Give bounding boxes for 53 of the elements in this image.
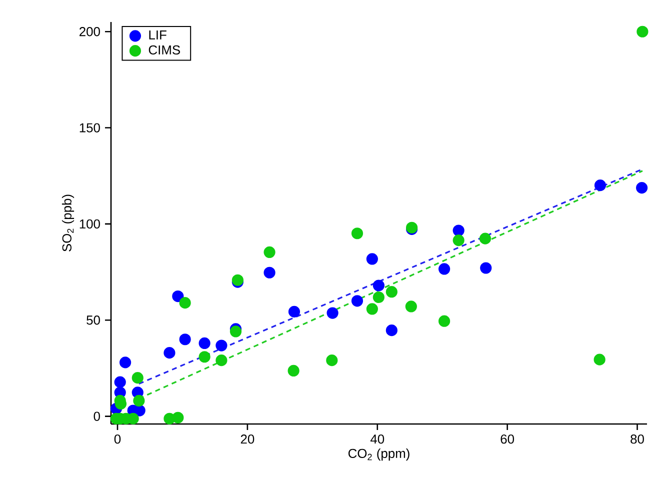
point — [172, 290, 184, 302]
x-tick-label: 0 — [114, 434, 121, 444]
y-tick-label: 150 — [80, 123, 100, 132]
point — [179, 297, 191, 309]
y-tick-label: 100 — [80, 219, 100, 229]
x-tick-label: 60 — [500, 434, 514, 444]
point — [164, 347, 176, 359]
x-axis-title: CO$_{2}$ (ppm) — [348, 448, 410, 461]
point — [366, 253, 378, 265]
point — [594, 354, 606, 366]
point — [452, 224, 464, 236]
point — [636, 26, 648, 38]
point — [288, 306, 300, 318]
point — [114, 376, 126, 388]
point — [594, 179, 606, 192]
point — [326, 307, 338, 319]
point — [480, 262, 492, 274]
x-tick-label: 20 — [240, 434, 254, 444]
point — [438, 263, 450, 275]
y-tick-label: 200 — [80, 27, 100, 36]
point — [132, 372, 144, 384]
point — [479, 232, 492, 244]
x-tick-label: 80 — [630, 434, 644, 444]
point — [326, 354, 338, 366]
point — [230, 326, 242, 338]
x-tick-label: 40 — [370, 434, 384, 444]
point — [288, 364, 300, 377]
point — [438, 315, 450, 327]
point — [452, 234, 464, 246]
y-tick-label: 0 — [94, 412, 100, 421]
point — [179, 334, 191, 346]
point — [366, 303, 378, 315]
point — [264, 246, 276, 258]
point — [386, 324, 398, 336]
point — [133, 394, 145, 407]
point — [372, 280, 384, 292]
point — [198, 337, 210, 350]
y-tick-label: 50 — [86, 316, 100, 325]
point — [198, 351, 210, 363]
point — [386, 286, 398, 298]
point — [216, 340, 228, 352]
point — [636, 182, 648, 194]
point — [172, 412, 184, 424]
point — [119, 356, 132, 368]
point — [351, 295, 364, 307]
point — [372, 291, 384, 304]
y-axis-title: SO$_{2}$ (ppb) — [62, 194, 74, 252]
point — [264, 266, 276, 278]
point — [405, 300, 417, 312]
point — [351, 228, 364, 240]
legend-label: CIMS — [148, 45, 180, 55]
legend-label: LIF — [149, 30, 166, 40]
point — [216, 354, 228, 366]
